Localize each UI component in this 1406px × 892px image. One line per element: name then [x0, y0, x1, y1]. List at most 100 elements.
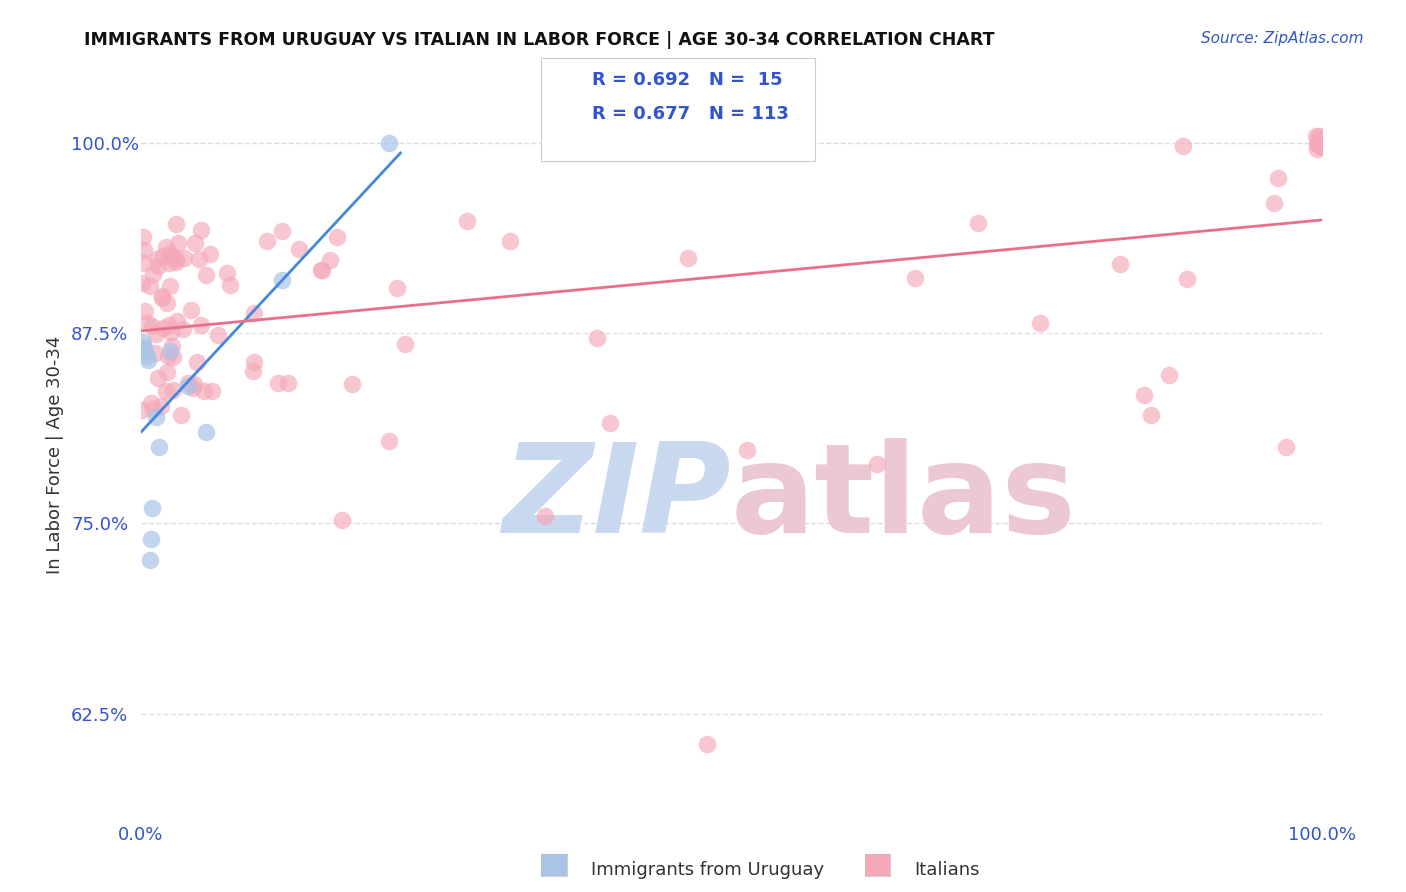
Point: [139, 279, 162, 293]
Point: [696, 738, 718, 752]
Point: [271, 273, 294, 287]
Point: [1029, 316, 1052, 330]
Point: [173, 252, 195, 266]
Point: [266, 376, 288, 391]
Point: [184, 236, 207, 251]
Point: [377, 136, 399, 150]
Point: [142, 401, 165, 416]
Point: [1308, 137, 1330, 152]
Point: [1306, 134, 1329, 148]
Point: [1315, 140, 1337, 154]
Point: [145, 326, 167, 341]
Point: [165, 217, 187, 231]
Point: [198, 247, 221, 261]
Point: [157, 318, 180, 332]
Point: [134, 342, 156, 356]
Point: [1306, 137, 1329, 152]
Point: [177, 379, 200, 393]
Point: [1312, 130, 1334, 145]
Text: Italians: Italians: [914, 861, 980, 879]
Point: [394, 336, 416, 351]
Point: [288, 243, 311, 257]
Point: [866, 458, 889, 472]
Point: [1263, 196, 1285, 211]
Point: [378, 434, 401, 448]
Point: [190, 223, 212, 237]
Point: [1267, 170, 1289, 185]
Point: [1140, 408, 1163, 422]
Point: [165, 252, 187, 266]
Point: [167, 236, 190, 251]
Point: [141, 532, 163, 546]
Point: [136, 316, 159, 330]
Point: [165, 255, 187, 269]
Point: [1133, 388, 1156, 402]
Point: [150, 399, 173, 413]
Point: [1310, 136, 1333, 150]
Point: [215, 266, 238, 280]
Point: [141, 501, 163, 516]
Point: [141, 318, 163, 333]
Point: [159, 344, 181, 359]
Point: [162, 339, 184, 353]
Point: [132, 229, 155, 244]
Text: Immigrants from Uruguay: Immigrants from Uruguay: [591, 861, 824, 879]
Text: R = 0.677   N = 113: R = 0.677 N = 113: [592, 105, 789, 123]
Point: [131, 403, 153, 417]
Point: [162, 383, 184, 397]
Point: [1305, 142, 1327, 156]
Point: [141, 396, 163, 410]
Point: [145, 345, 167, 359]
Point: [146, 370, 169, 384]
Point: [1313, 137, 1336, 152]
Point: [156, 349, 179, 363]
Point: [242, 364, 264, 378]
Point: [1109, 257, 1132, 271]
Point: [132, 335, 155, 350]
Point: [131, 276, 153, 290]
Point: [159, 250, 181, 264]
Point: [499, 234, 522, 248]
Point: [1305, 129, 1327, 144]
Point: [170, 409, 193, 423]
Point: [156, 296, 179, 310]
Point: [340, 376, 363, 391]
Text: ZIP: ZIP: [502, 438, 731, 559]
Point: [155, 384, 177, 399]
Text: R = 0.692   N =  15: R = 0.692 N = 15: [592, 71, 783, 89]
Point: [155, 366, 177, 380]
Point: [152, 289, 174, 303]
Point: [967, 216, 990, 230]
Point: [218, 278, 240, 293]
Point: [190, 318, 212, 332]
Point: [1310, 139, 1333, 153]
Point: [676, 251, 699, 265]
Point: [181, 381, 204, 395]
Point: [162, 351, 184, 365]
Y-axis label: In Labor Force | Age 30-34: In Labor Force | Age 30-34: [46, 335, 65, 574]
Point: [150, 291, 173, 305]
Text: IMMIGRANTS FROM URUGUAY VS ITALIAN IN LABOR FORCE | AGE 30-34 CORRELATION CHART: IMMIGRANTS FROM URUGUAY VS ITALIAN IN LA…: [84, 31, 995, 49]
Point: [271, 224, 294, 238]
Point: [1308, 129, 1330, 144]
Point: [139, 553, 162, 567]
Point: [1157, 368, 1180, 382]
Point: [136, 353, 159, 368]
Point: [243, 306, 266, 320]
Point: [172, 322, 194, 336]
Point: [134, 340, 156, 354]
Point: [152, 321, 174, 335]
Point: [193, 384, 215, 398]
Point: [243, 355, 266, 369]
Point: [135, 349, 157, 363]
Point: [148, 440, 170, 454]
Point: [134, 344, 156, 359]
Point: [180, 302, 202, 317]
Point: [207, 327, 229, 342]
Point: [134, 243, 156, 257]
Point: [1309, 137, 1331, 152]
Point: [1175, 272, 1198, 286]
Text: atlas: atlas: [731, 438, 1077, 559]
Point: [159, 245, 181, 260]
Point: [456, 214, 478, 228]
